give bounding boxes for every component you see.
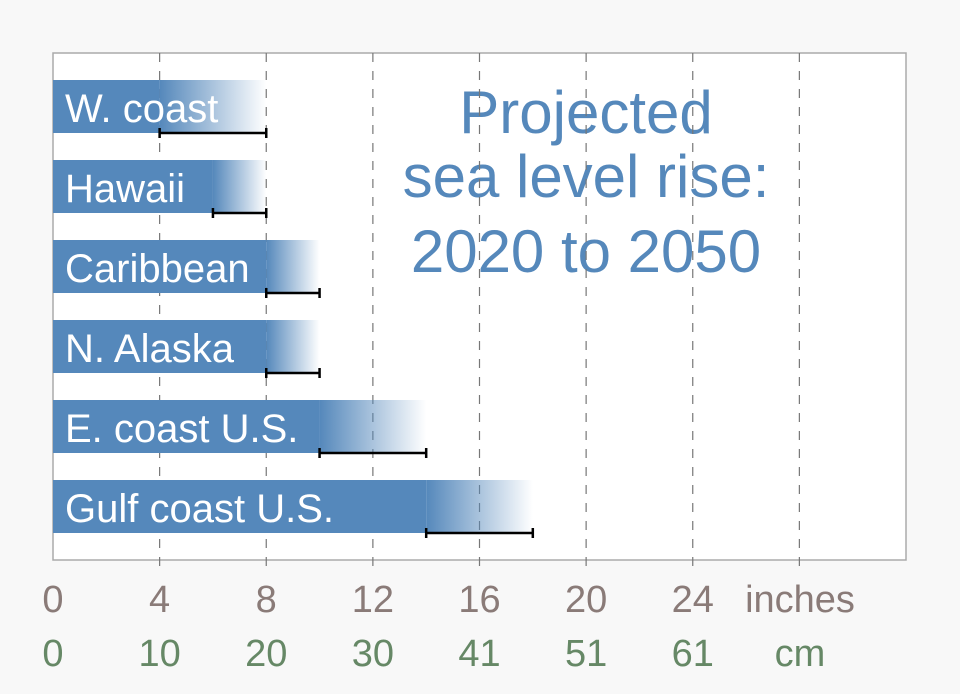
bar-label: Caribbean xyxy=(65,247,250,291)
tick-label-inches: 8 xyxy=(256,579,277,621)
x-axis-ticks: 0 4 8 12 16 20 24 0 10 20 30 41 51 61 inches cm xyxy=(42,579,854,675)
tick-label-inches: 20 xyxy=(565,579,607,621)
tick-label-inches: 16 xyxy=(458,579,500,621)
tick-label-inches: 12 xyxy=(352,579,394,621)
tick-label-cm: 30 xyxy=(352,633,394,675)
tick-label-inches: 4 xyxy=(149,579,170,621)
bar-uncertainty-gradient xyxy=(426,480,533,533)
bar-solid xyxy=(53,80,160,133)
bar-solid xyxy=(53,480,427,533)
bar-label: N. Alaska xyxy=(65,327,235,371)
bar-uncertainty-gradient xyxy=(159,80,267,133)
tick-label-cm: 20 xyxy=(245,633,287,675)
unit-label-inches: inches xyxy=(745,579,855,621)
tick-label-cm: 51 xyxy=(565,633,607,675)
bar-uncertainty-gradient xyxy=(212,160,267,213)
bar-solid xyxy=(53,160,213,213)
bar-label: Gulf coast U.S. xyxy=(65,487,334,531)
bar-solid xyxy=(53,320,267,373)
tick-label-cm: 0 xyxy=(42,633,63,675)
tick-label-cm: 61 xyxy=(672,633,714,675)
bars: W. coast Hawaii Caribbean N. Alaska E. coast… xyxy=(53,80,535,538)
tick-label-cm: 10 xyxy=(138,633,180,675)
unit-label-cm: cm xyxy=(775,633,826,675)
bar-uncertainty-gradient xyxy=(319,400,427,453)
bar-solid xyxy=(53,240,267,293)
tick-label-cm: 41 xyxy=(458,633,500,675)
tick-label-inches: 0 xyxy=(42,579,63,621)
bar-label: W. coast xyxy=(65,87,218,131)
bar-uncertainty-gradient xyxy=(266,320,320,373)
tick-label-inches: 24 xyxy=(672,579,714,621)
bar-solid xyxy=(53,400,320,453)
bar-label: Hawaii xyxy=(65,167,185,211)
bar-uncertainty-gradient xyxy=(266,240,320,293)
bar-label: E. coast U.S. xyxy=(65,407,298,451)
